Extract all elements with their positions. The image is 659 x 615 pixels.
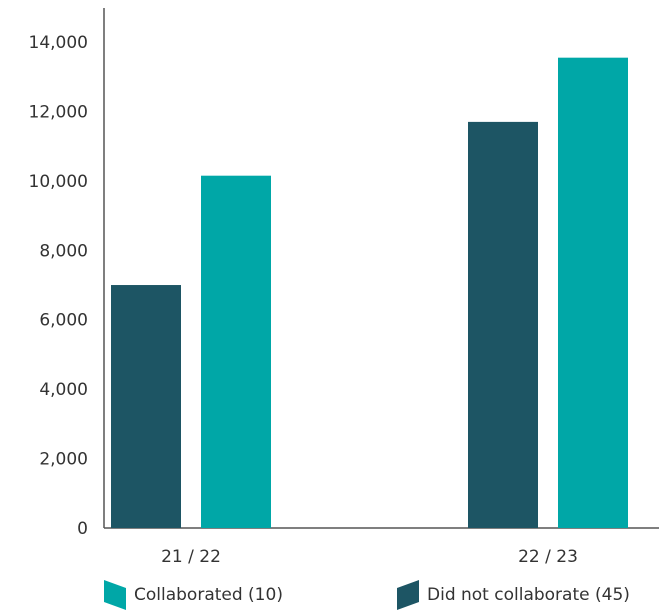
y-tick-label: 4,000: [39, 380, 88, 400]
y-tick-label: 12,000: [29, 102, 88, 122]
y-tick-label: 14,000: [29, 33, 88, 53]
y-tick-label: 0: [77, 519, 88, 539]
legend-label-did-not-collaborate: Did not collaborate (45): [427, 585, 630, 605]
bar-did-not-collaborate-0: [111, 285, 181, 528]
bar-collaborated-1: [558, 57, 628, 528]
x-tick-label: 22 / 23: [518, 547, 578, 567]
y-tick-label: 8,000: [39, 241, 88, 261]
y-tick-label: 2,000: [39, 450, 88, 470]
legend-item-did-not-collaborate: Did not collaborate (45): [397, 580, 630, 610]
legend-swatch-collaborated-icon: [104, 580, 126, 610]
legend-item-collaborated: Collaborated (10): [104, 580, 283, 610]
y-tick-label: 10,000: [29, 172, 88, 192]
legend-label-collaborated: Collaborated (10): [134, 585, 283, 605]
y-tick-label: 6,000: [39, 311, 88, 331]
bar-did-not-collaborate-1: [468, 121, 538, 528]
chart-legend: Collaborated (10) Did not collaborate (4…: [0, 580, 659, 615]
legend-swatch-did-not-collaborate-icon: [397, 580, 419, 610]
bar-chart: 0 2,000 4,000 6,000 8,000 10,000 12,000 14,000 2…: [29, 8, 659, 567]
x-tick-label: 21 / 22: [161, 547, 221, 567]
bar-collaborated-0: [201, 175, 271, 529]
